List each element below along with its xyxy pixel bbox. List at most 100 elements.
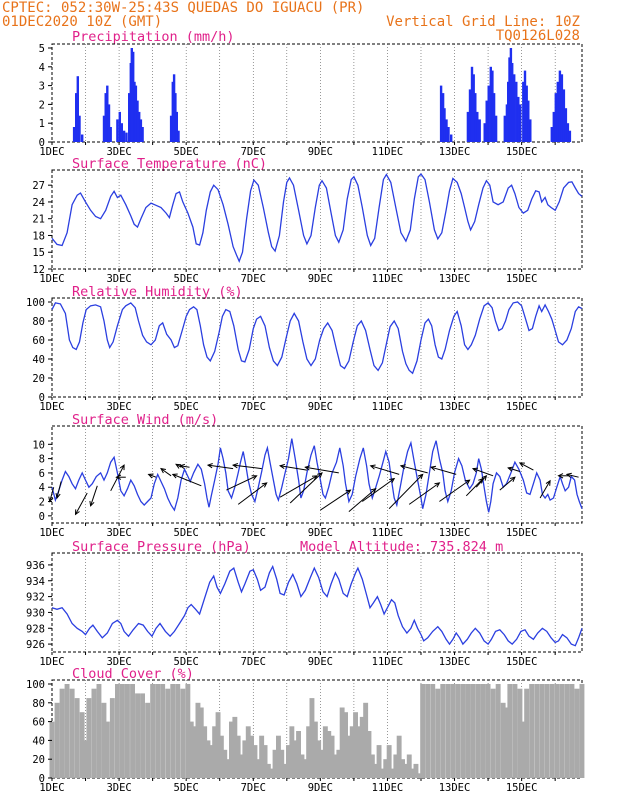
cloud-cover-bar [165, 688, 171, 778]
precipitation-bar [441, 93, 445, 142]
cloud-cover-bar [49, 721, 55, 778]
precipitation-bar [529, 119, 532, 142]
wind-arrow-head [89, 500, 95, 507]
precipitation-bar [102, 115, 106, 142]
cloud-cover-bar [229, 721, 234, 778]
cloud-cover-bar [155, 684, 161, 778]
cloud-cover-bar [69, 688, 75, 778]
cloud-xtick-label: 9DEC [308, 782, 333, 794]
cloud-cover-bar [504, 707, 509, 778]
cloud-ytick-label: 80 [32, 698, 45, 710]
precipitation-bar [169, 115, 173, 142]
precipitation-bar [174, 93, 177, 142]
cloud-cover-bar [353, 712, 358, 778]
wind-arrow-shaft [465, 478, 484, 497]
rh-ytick-label: 40 [32, 354, 45, 366]
cloud-cover-title: Cloud Cover (%) [72, 666, 194, 682]
precip-xtick-label: 5DEC [174, 146, 199, 158]
wind-frame [51, 425, 583, 524]
pres-ytick-label: 936 [26, 560, 45, 572]
wind-arrow [115, 474, 126, 480]
cloud-cover-bar [430, 684, 436, 778]
cloud-cover-bar [579, 684, 585, 778]
cloud-cover-bar [465, 684, 471, 778]
cloud-cover-bar [135, 693, 140, 778]
wind-arrow-shaft [49, 487, 55, 502]
cloud-cover-bar [425, 684, 431, 778]
cloud-cover-bar [299, 754, 305, 778]
cloud-cover-bar [259, 735, 265, 778]
precip-xtick-label: 7DEC [241, 146, 266, 158]
wind-xtick-label: 7DEC [241, 527, 266, 539]
cloud-cover-bar [101, 702, 107, 778]
wind-arrow-head [115, 474, 122, 480]
wind-xtick-label: 11DEC [372, 527, 404, 539]
wind-arrow-shaft [430, 466, 457, 475]
wind-arrow [231, 463, 262, 470]
cloud-cover-bar [150, 684, 156, 778]
wind-ytick-label: 8 [39, 454, 45, 466]
wind-arrow-shaft [226, 475, 257, 491]
cloud-cover-bar [249, 735, 254, 778]
cloud-cover-bar [279, 749, 285, 778]
wind-arrow-head [231, 463, 239, 469]
cloud-cover-bar [130, 684, 135, 778]
pres-xtick-label: 5DEC [174, 656, 199, 668]
cloud-cover-bar [198, 707, 204, 778]
precip-ytick-label: 5 [39, 43, 45, 55]
wind-arrow [465, 477, 484, 497]
cloud-cover-bar [59, 688, 65, 778]
rh-frame [51, 297, 583, 398]
cloud-cover-bar [495, 684, 501, 778]
cloud-cover-bar [302, 759, 308, 778]
wind-arrow [171, 473, 202, 487]
wind-arrow-shaft [207, 464, 234, 470]
pressure-panel: Surface Pressure (hPa) Model Altitude: 7… [26, 539, 583, 668]
precipitation-bar [128, 93, 131, 142]
rh-xtick-label: 15DEC [506, 401, 538, 413]
rh-ytick-label: 80 [32, 316, 45, 328]
wind-arrow [147, 473, 157, 479]
wind-arrow [565, 472, 579, 478]
precipitation-bar [517, 96, 520, 142]
rh-ytick-label: 60 [32, 335, 45, 347]
temp-xtick-label: 11DEC [372, 273, 404, 285]
wind-ytick-label: 10 [32, 439, 45, 451]
precip-xtick-label: 9DEC [308, 146, 333, 158]
precipitation-bar [447, 127, 450, 142]
cloud-cover-bar [91, 688, 97, 778]
wind-arrow-head [518, 462, 525, 468]
cloud-ytick-label: 0 [39, 773, 45, 785]
cloud-cover-bar [245, 726, 251, 778]
cloud-cover-bar [450, 684, 456, 778]
wind-arrow-shaft [439, 479, 470, 502]
wind-arrow-shaft [289, 472, 323, 504]
pres-xtick-label: 11DEC [372, 656, 404, 668]
cloud-xtick-label: 13DEC [439, 782, 471, 794]
cloud-cover-bar [373, 763, 379, 778]
precipitation-bar [566, 123, 570, 142]
cloud-cover-bar [333, 754, 338, 778]
header-datetime: 01DEC2020 10Z (GMT) [2, 14, 162, 30]
pres-ytick-label: 928 [26, 623, 45, 635]
rh-xtick-label: 7DEC [241, 401, 266, 413]
header-grid-note: Vertical Grid Line: 10Z [386, 14, 580, 30]
cloud-cover-bar [104, 721, 110, 778]
precipitation-bar [519, 104, 522, 142]
wind-xtick-label: 3DEC [106, 527, 131, 539]
cloud-cover-bar [296, 731, 301, 778]
wind-arrow-head [178, 463, 186, 470]
cloud-cover-bar [192, 726, 197, 778]
cloud-cover-bar [225, 759, 231, 778]
precipitation-bar [118, 111, 121, 142]
cloud-cover-bar [160, 684, 166, 778]
precipitation-bar [133, 81, 136, 142]
cloud-cover-bar [292, 740, 298, 778]
wind-ytick-label: 2 [39, 497, 45, 509]
wind-arrow-head [175, 463, 182, 469]
cloud-cover-bar [559, 684, 565, 778]
precipitation-bar [76, 76, 79, 142]
temp-ytick-label: 27 [32, 180, 45, 192]
cloud-cover-bar [188, 721, 194, 778]
